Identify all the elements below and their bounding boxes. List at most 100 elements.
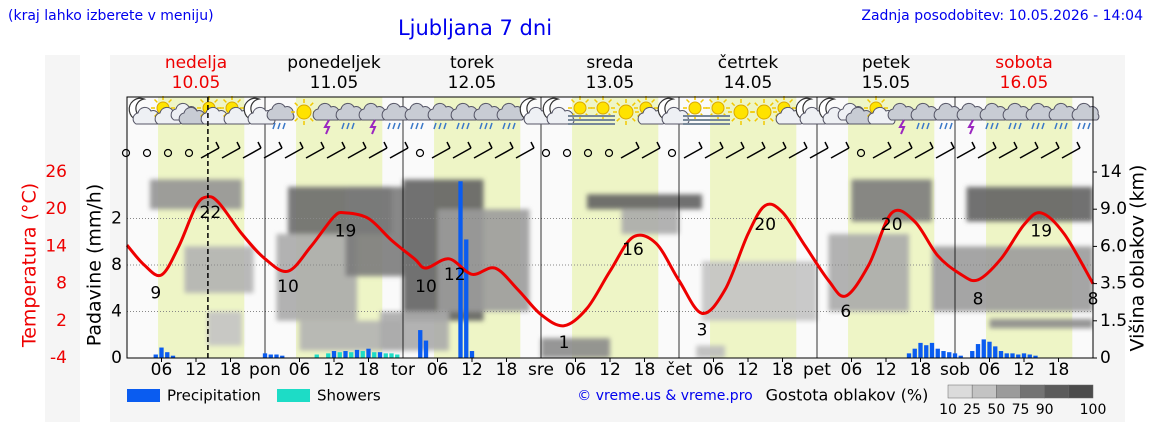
precipitation-bar — [970, 351, 975, 358]
precipitation-bar — [935, 348, 940, 358]
icon-ray — [631, 102, 636, 107]
temperature-tick-label: 14 — [45, 236, 67, 256]
temperature-label: 10 — [277, 277, 299, 297]
icon-ray — [769, 102, 774, 107]
x-tick-label: 18 — [1048, 360, 1070, 380]
icon-rain — [507, 122, 511, 130]
wind-barb-tick — [635, 141, 640, 149]
icon-cloud — [1071, 102, 1100, 121]
icon-ray — [746, 117, 751, 122]
icon-ray — [214, 98, 219, 103]
temperature-tick-label: -4 — [50, 348, 67, 368]
cloud-block — [345, 186, 403, 277]
temperature-tick-label: 8 — [56, 274, 67, 294]
precipitation-bar — [458, 181, 463, 358]
cloud-block — [989, 318, 1093, 329]
icon-rain — [1082, 122, 1086, 130]
day-name: sreda — [586, 53, 633, 73]
wind-barb — [977, 147, 997, 159]
cloud-legend-title: Gostota oblakov (%) — [766, 386, 929, 405]
legend-swatch — [127, 389, 160, 402]
precipitation-tick-label: 8 — [111, 255, 122, 275]
precipitation-bar — [929, 342, 935, 358]
cloud-legend-box — [947, 384, 973, 399]
legend-label: Showers — [317, 387, 381, 405]
wind-barb-tick — [467, 141, 472, 149]
temperature-line — [125, 195, 1095, 328]
temperature-label: 20 — [754, 215, 776, 235]
cloud-legend-label: 25 — [963, 402, 981, 418]
precipitation-bar — [918, 342, 923, 358]
precipitation-bar — [326, 353, 331, 358]
icon-rain — [438, 122, 442, 130]
wind-barb — [389, 147, 409, 159]
chart-title: Ljubljana 7 dni — [398, 16, 552, 40]
day-date: 13.05 — [586, 73, 635, 93]
cloud-legend-label: 100 — [1080, 402, 1107, 418]
day-name: torek — [450, 53, 494, 73]
icon-rain — [926, 122, 930, 130]
x-tick-label: pet — [803, 360, 831, 380]
icon-ray — [774, 98, 779, 103]
icon-rain — [489, 122, 493, 130]
cloud-block — [587, 194, 702, 210]
cloud-legend-label: 90 — [1036, 402, 1054, 418]
precipitation-bar — [958, 355, 963, 358]
precipitation-tick-label: 2 — [111, 209, 122, 229]
precipitation-bar — [418, 330, 423, 358]
icon-rain — [512, 122, 516, 130]
wind-barb-tick — [215, 141, 220, 149]
precipitation-bar — [354, 349, 360, 358]
precipitation-bar — [975, 344, 981, 358]
cloud-legend-box — [1068, 384, 1094, 399]
wind-barb-tick — [740, 141, 745, 149]
wind-barb-tick — [719, 141, 724, 149]
cloud-block — [696, 345, 725, 358]
x-tick-label: 18 — [496, 360, 518, 380]
wind-barb-tick — [908, 141, 913, 149]
icon-ray — [168, 98, 173, 103]
x-tick-label: pon — [249, 360, 281, 380]
icon-cloud — [661, 106, 690, 125]
wind-calm — [541, 148, 551, 158]
day-name: nedelja — [165, 53, 227, 73]
icon-ray — [789, 98, 794, 103]
wind-barb-tick — [845, 141, 850, 149]
icon-rain — [502, 122, 506, 130]
precipitation-bar — [314, 354, 319, 358]
wind-barb — [935, 147, 955, 159]
temperature-label: 20 — [881, 215, 903, 235]
icon-ray — [608, 98, 613, 103]
cloud-legend-box — [996, 384, 1021, 399]
wind-barb — [683, 147, 703, 159]
wind-barb-tick — [257, 141, 262, 149]
wind-barb-tick — [383, 141, 388, 149]
wind-barb — [431, 147, 451, 159]
wind-barb-tick — [320, 141, 325, 149]
x-tick-label: 12 — [599, 360, 621, 380]
precipitation-bar — [262, 353, 268, 358]
icon-rain — [484, 122, 488, 130]
x-tick-label: 12 — [737, 360, 759, 380]
wind-barb — [368, 147, 388, 159]
icon-rain — [351, 122, 355, 130]
icon-rain — [985, 122, 989, 130]
temperature-tick-label: 2 — [56, 311, 67, 331]
precipitation-bar — [395, 354, 400, 358]
precipitation-bar — [268, 354, 273, 358]
wind-barb — [830, 147, 850, 159]
wind-barb — [305, 147, 325, 159]
x-tick-label: 12 — [323, 360, 345, 380]
icon-ray — [685, 98, 690, 103]
wind-barb — [956, 147, 976, 159]
x-tick-label: 18 — [358, 360, 380, 380]
wind-barb-tick — [929, 141, 934, 149]
precipitation-bar — [987, 341, 992, 358]
wind-barb-tick — [950, 141, 955, 149]
icon-bolt — [898, 119, 906, 135]
wind-barb-tick — [698, 141, 703, 149]
x-tick-label: sre — [528, 360, 554, 380]
precipitation-bar — [924, 345, 929, 358]
x-tick-label: 18 — [772, 360, 794, 380]
x-tick-label: 18 — [220, 360, 242, 380]
